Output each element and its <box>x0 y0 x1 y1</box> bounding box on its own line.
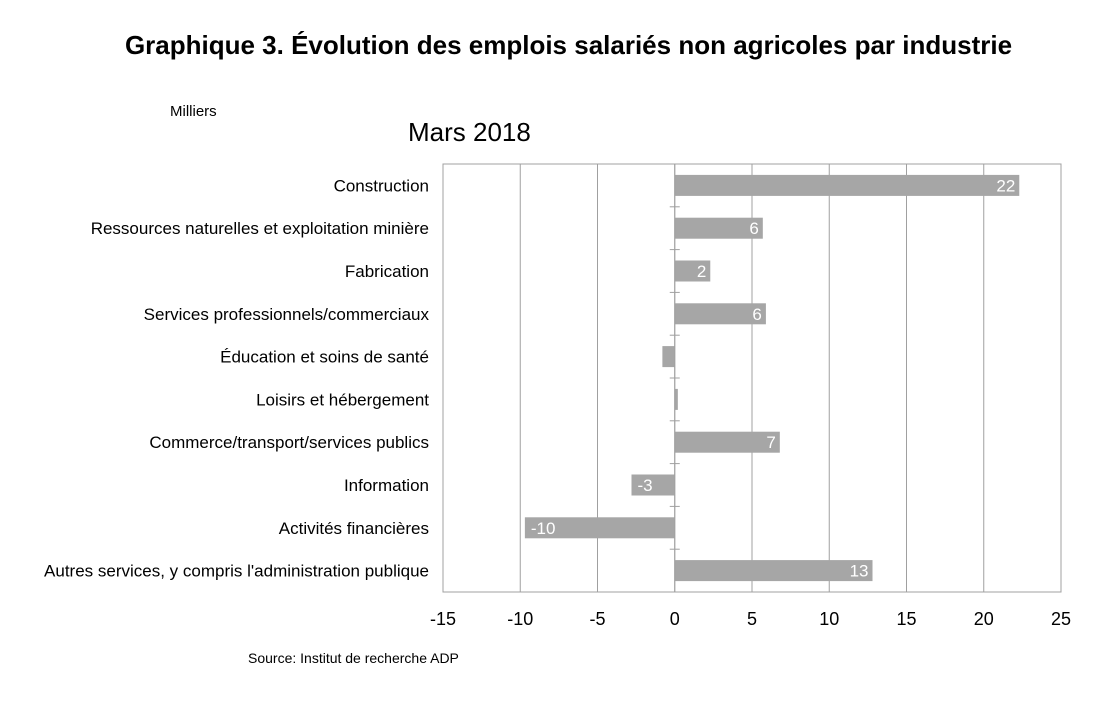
bar <box>674 217 763 239</box>
x-tick-label: 20 <box>974 609 994 629</box>
bar <box>674 260 711 282</box>
bar <box>674 431 780 453</box>
bar <box>631 474 675 496</box>
category-label: Éducation et soins de santé <box>220 348 429 367</box>
category-label: Construction <box>334 176 429 195</box>
x-tick-label: -5 <box>589 609 605 629</box>
data-label: 7 <box>766 433 775 452</box>
data-label: 6 <box>752 305 761 324</box>
x-tick-label: 5 <box>747 609 757 629</box>
x-tick-label: 0 <box>670 609 680 629</box>
source-note: Source: Institut de recherche ADP <box>248 650 459 666</box>
category-label: Loisirs et hébergement <box>256 390 429 409</box>
units-label: Milliers <box>170 103 217 120</box>
zero-axis <box>669 163 680 593</box>
category-label: Information <box>344 476 429 495</box>
x-tick-labels: -15 -10 -5 0 5 10 15 20 25 <box>430 609 1071 629</box>
x-tick-label: 25 <box>1051 609 1071 629</box>
bar <box>674 560 873 582</box>
category-label: Activités financières <box>279 519 429 538</box>
category-labels: Construction Ressources naturelles et exp… <box>44 176 429 580</box>
data-label: -3 <box>637 476 652 495</box>
data-label: 2 <box>697 262 706 281</box>
category-label: Autres services, y compris l'administrat… <box>44 562 429 581</box>
category-label: Ressources naturelles et exploitation mi… <box>91 219 429 238</box>
category-label: Commerce/transport/services publics <box>149 433 429 452</box>
data-label: 22 <box>996 176 1015 195</box>
category-label: Services professionnels/commerciaux <box>144 305 430 324</box>
bar <box>674 174 1020 196</box>
bar <box>674 303 766 325</box>
x-tick-label: -10 <box>507 609 533 629</box>
data-label: 6 <box>749 219 758 238</box>
bar <box>674 388 678 410</box>
x-tick-label: 15 <box>896 609 916 629</box>
bar <box>662 346 675 368</box>
category-label: Fabrication <box>345 262 429 281</box>
x-tick-label: 10 <box>819 609 839 629</box>
bar <box>524 517 675 539</box>
x-tick-label: -15 <box>430 609 456 629</box>
data-label: -10 <box>531 519 556 538</box>
chart-title: Graphique 3. Évolution des emplois salar… <box>124 30 1013 60</box>
data-label: 13 <box>850 562 869 581</box>
bars: 22 6 2 6 7 -3 -10 13 <box>524 174 1020 582</box>
chart-subtitle: Mars 2018 <box>408 117 531 147</box>
